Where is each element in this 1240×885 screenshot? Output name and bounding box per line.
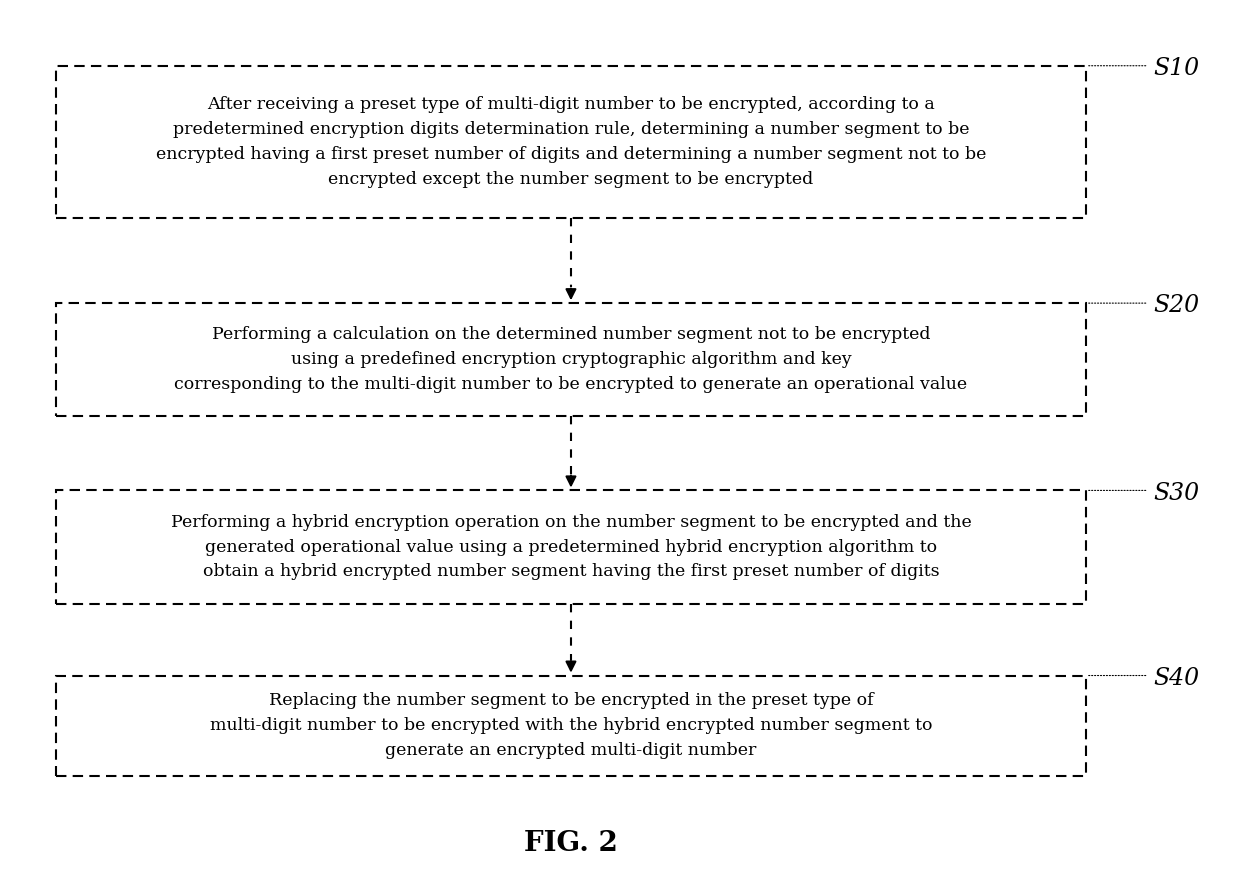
Text: S10: S10: [1153, 57, 1199, 80]
Bar: [56, 675, 1086, 775]
Text: Performing a hybrid encryption operation on the number segment to be encrypted a: Performing a hybrid encryption operation…: [171, 513, 971, 581]
Text: Performing a calculation on the determined number segment not to be encrypted
us: Performing a calculation on the determin…: [175, 327, 967, 393]
Text: FIG. 2: FIG. 2: [525, 830, 618, 857]
Text: S30: S30: [1153, 481, 1199, 504]
Text: After receiving a preset type of multi-digit number to be encrypted, according t: After receiving a preset type of multi-d…: [156, 96, 986, 188]
Text: Replacing the number segment to be encrypted in the preset type of
multi-digit n: Replacing the number segment to be encry…: [210, 692, 932, 759]
Text: S20: S20: [1153, 295, 1199, 318]
Bar: [56, 65, 1086, 219]
Text: S40: S40: [1153, 666, 1199, 689]
Bar: [56, 490, 1086, 604]
Bar: [56, 304, 1086, 416]
